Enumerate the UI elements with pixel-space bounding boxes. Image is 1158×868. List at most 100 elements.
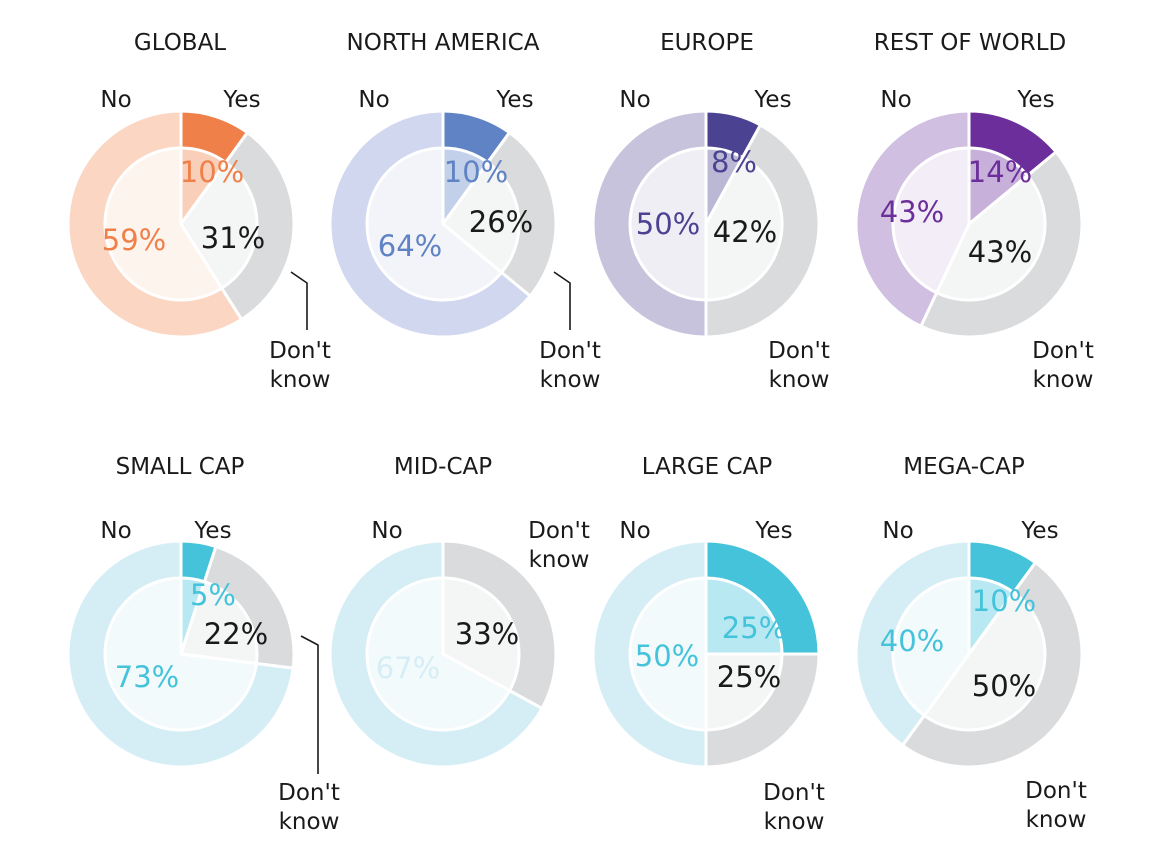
category-label-don-t-know: Don't know	[269, 338, 331, 393]
category-label-yes: Yes	[222, 87, 260, 113]
slice-no	[66, 539, 295, 769]
slice-inner	[440, 160, 521, 275]
slice-inner	[103, 146, 224, 302]
slice-inner	[967, 146, 1030, 228]
value-label-yes: 14%	[968, 155, 1032, 189]
slice-inner	[934, 173, 1047, 302]
slice-inner	[628, 146, 708, 302]
chart-title: NORTH AMERICA	[347, 30, 540, 56]
category-label-no: No	[619, 87, 650, 113]
value-label-yes: 10%	[444, 155, 508, 189]
slice-no	[854, 109, 971, 329]
chart-title: GLOBAL	[134, 30, 226, 56]
leader-line	[300, 635, 319, 774]
chart-title: SMALL CAP	[116, 454, 245, 480]
value-label-yes: 5%	[190, 578, 236, 612]
value-label-yes: 10%	[972, 584, 1036, 618]
donut-small-cap: SMALL CAP 5% 22% 73% Yes Don't know No	[66, 454, 340, 835]
category-label-yes: Yes	[1020, 518, 1058, 544]
slice-don-t-know	[704, 652, 821, 769]
value-label-don-t-know: 26%	[469, 205, 533, 239]
value-label-don-t-know: 43%	[968, 235, 1032, 269]
category-label-yes: Yes	[754, 518, 792, 544]
chart-title: LARGE CAP	[642, 454, 773, 480]
donut-mega-cap: MEGA-CAP 10% 50% 40% Yes Don't know No	[854, 454, 1087, 833]
chart-title: MEGA-CAP	[903, 454, 1025, 480]
category-label-no: No	[882, 518, 913, 544]
value-label-no: 59%	[102, 223, 166, 257]
category-label-no: No	[880, 87, 911, 113]
slice-don-t-know	[918, 149, 1084, 339]
category-label-no: No	[371, 518, 402, 544]
slice-don-t-know	[900, 560, 1084, 769]
category-label-yes: Yes	[753, 87, 791, 113]
value-label-no: 50%	[635, 639, 699, 673]
slice-inner	[103, 576, 259, 732]
category-label-no: No	[100, 518, 131, 544]
slice-yes	[967, 109, 1059, 228]
chart-title: EUROPE	[660, 30, 754, 56]
category-label-yes: Yes	[1016, 87, 1054, 113]
category-label-no: No	[619, 518, 650, 544]
category-label-don-t-know: Don't know	[539, 338, 601, 393]
category-label-don-t-know: Don't know	[1025, 778, 1087, 833]
category-label-yes: Yes	[193, 518, 231, 544]
category-label-don-t-know: Don't know	[278, 780, 340, 835]
chart-title: REST OF WORLD	[874, 30, 1066, 56]
slice-don-t-know	[179, 130, 296, 322]
slice-inner	[891, 576, 971, 718]
value-label-don-t-know: 33%	[455, 617, 519, 651]
category-label-yes: Yes	[495, 87, 533, 113]
slice-inner	[628, 576, 708, 732]
slice-no	[854, 539, 971, 748]
value-label-no: 40%	[880, 624, 944, 658]
value-label-no: 50%	[636, 207, 700, 241]
chart-title: MID-CAP	[394, 454, 492, 480]
slice-no	[328, 539, 545, 769]
value-label-don-t-know: 50%	[972, 669, 1036, 703]
value-label-don-t-know: 22%	[204, 617, 268, 651]
category-label-no: No	[358, 87, 389, 113]
value-label-yes: 10%	[180, 155, 244, 189]
slice-don-t-know	[440, 130, 558, 299]
slice-inner	[365, 576, 512, 732]
slice-inner	[704, 652, 784, 732]
slice-inner	[891, 146, 971, 295]
category-label-don-t-know: Don't know	[763, 780, 825, 835]
slice-yes	[704, 539, 821, 656]
value-label-yes: 25%	[722, 611, 786, 645]
slice-don-t-know	[704, 122, 821, 339]
value-label-no: 73%	[115, 660, 179, 694]
value-label-don-t-know: 42%	[713, 215, 777, 249]
leader-line	[290, 271, 308, 330]
category-label-no: No	[100, 87, 131, 113]
category-label-don-t-know: Don't know	[528, 518, 590, 573]
slice-inner	[441, 576, 521, 693]
value-label-don-t-know: 31%	[201, 221, 265, 255]
category-label-don-t-know: Don't know	[1032, 338, 1094, 393]
slice-don-t-know	[179, 544, 296, 670]
donut-rest-of-world: REST OF WORLD 14% 43% 43% Yes Don't know No	[854, 30, 1094, 393]
slice-no	[328, 109, 533, 339]
slice-inner	[179, 160, 259, 291]
donut-global: GLOBAL 10% 31% 59% Yes Don't know No	[66, 30, 331, 393]
donut-europe: EUROPE 8% 42% 50% Yes Don't know No	[591, 30, 830, 393]
donut-mid-cap: MID-CAP 33% 67% Don't know No	[328, 454, 590, 769]
value-label-no: 43%	[880, 195, 944, 229]
slice-inner	[704, 155, 784, 302]
value-label-yes: 8%	[711, 145, 757, 179]
slice-no	[591, 539, 708, 769]
slice-inner	[179, 579, 259, 666]
category-label-don-t-know: Don't know	[768, 338, 830, 393]
slice-inner	[922, 590, 1047, 732]
value-label-don-t-know: 25%	[717, 660, 781, 694]
slice-don-t-know	[441, 539, 558, 711]
slice-inner	[704, 576, 784, 656]
donut-north-america: NORTH AMERICA 10% 26% 64% Yes Don't know No	[328, 30, 601, 393]
slice-inner	[365, 146, 504, 302]
leader-line	[553, 271, 571, 330]
slice-no	[66, 109, 244, 339]
donut-large-cap: LARGE CAP 25% 25% 50% Yes Don't know No	[591, 454, 825, 835]
slice-no	[591, 109, 708, 339]
